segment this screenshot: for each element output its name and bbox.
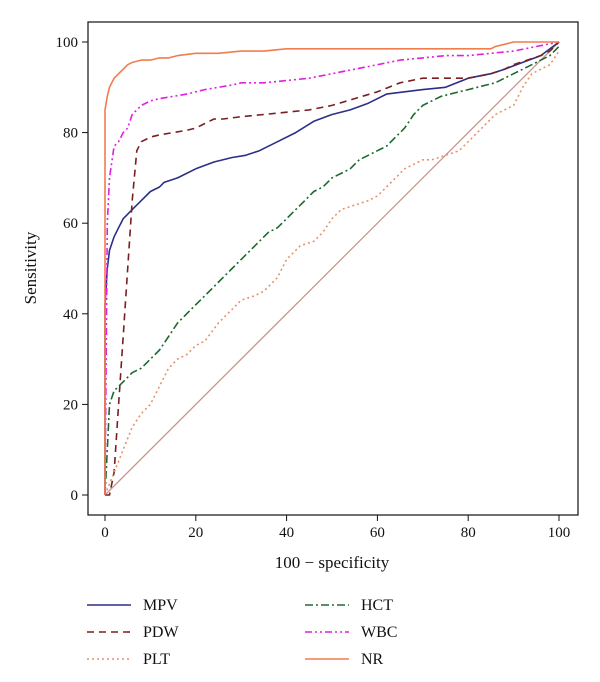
plot-border [87,21,579,516]
reference-diagonal [104,41,560,496]
series-line-hct [104,45,560,496]
legend-label-wbc: WBC [361,624,397,641]
series-lines [104,41,560,496]
y-axis-ticks: 0 20 40 60 80 100 [56,35,88,504]
series-line-nr [104,41,559,495]
series-line-plt [104,50,560,496]
x-tick-label: 100 [548,525,571,541]
y-tick-label: 0 [71,488,79,504]
legend: MPV PDW PLT HCT WBC NR [87,597,397,668]
y-tick-label: 20 [63,397,78,413]
y-axis-title: Sensitivity [21,231,40,304]
series-line-wbc [104,41,560,496]
x-axis-title: 100 − specificity [275,553,390,572]
y-tick-label: 100 [56,35,79,51]
x-tick-label: 40 [279,525,294,541]
legend-label-plt: PLT [143,651,170,668]
x-tick-label: 20 [188,525,203,541]
x-tick-label: 80 [461,525,476,541]
legend-label-hct: HCT [361,597,393,614]
y-tick-label: 60 [63,216,78,232]
x-tick-label: 60 [370,525,385,541]
y-tick-label: 40 [63,307,78,323]
series-line-mpv [104,41,560,495]
x-axis-ticks: 0 20 40 60 80 100 [101,515,570,541]
legend-label-pdw: PDW [143,624,179,641]
series-line-pdw [105,41,560,496]
legend-label-mpv: MPV [143,597,178,614]
x-tick-label: 0 [101,525,109,541]
reference-line-group [104,41,560,496]
y-tick-label: 80 [63,126,78,142]
legend-label-nr: NR [361,651,384,668]
plot-frame [87,21,579,516]
